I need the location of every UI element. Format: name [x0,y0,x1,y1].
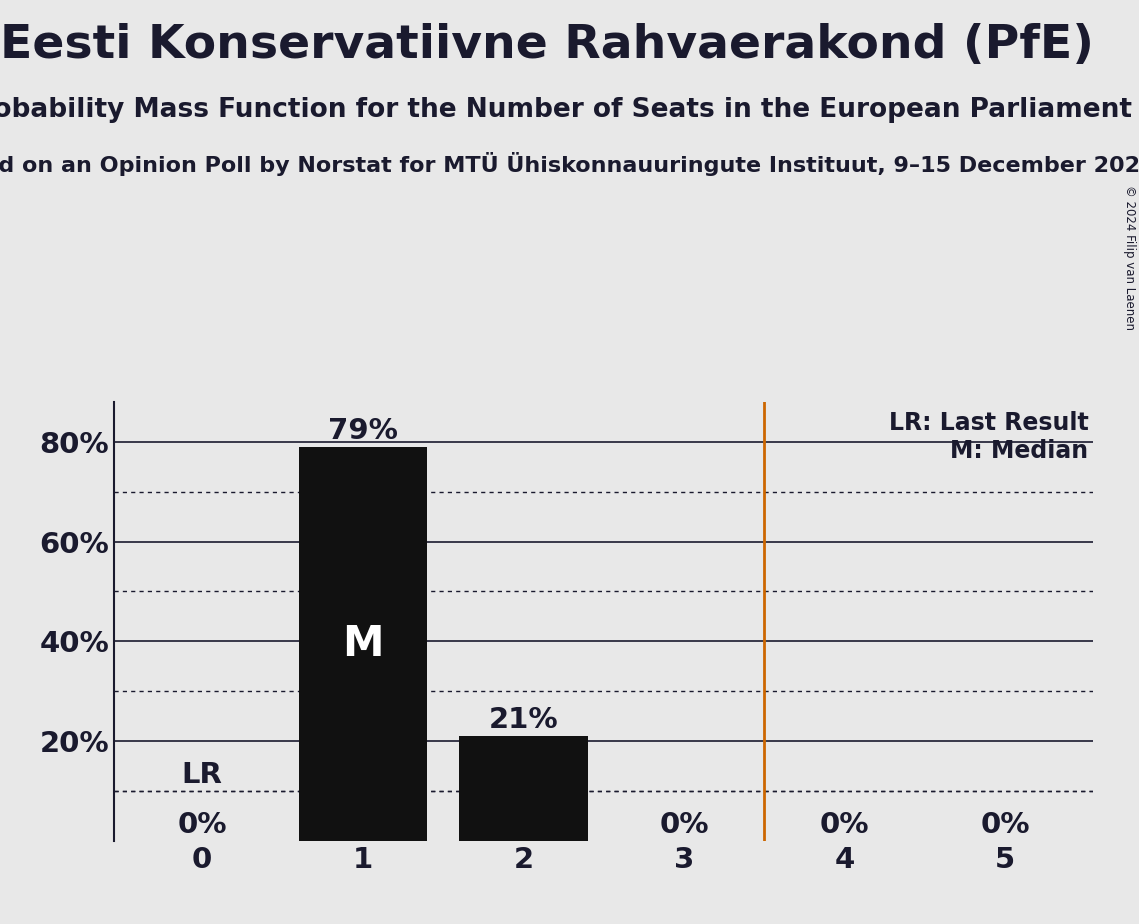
Text: LR: LR [182,761,222,789]
Text: M: M [342,623,384,665]
Text: 0%: 0% [659,811,708,839]
Text: Eesti Konservatiivne Rahvaerakond (PfE): Eesti Konservatiivne Rahvaerakond (PfE) [0,23,1093,68]
Text: 0%: 0% [178,811,227,839]
Text: LR: Last Result: LR: Last Result [888,411,1089,434]
Text: 21%: 21% [489,706,558,734]
Text: 0%: 0% [981,811,1030,839]
Bar [298,447,427,841]
Text: © 2024 Filip van Laenen: © 2024 Filip van Laenen [1123,185,1137,330]
Text: 0%: 0% [820,811,869,839]
Text: Probability Mass Function for the Number of Seats in the European Parliament: Probability Mass Function for the Number… [0,97,1132,123]
Text: Based on an Opinion Poll by Norstat for MTÜ Ühiskonnauuringute Instituut, 9–15 D: Based on an Opinion Poll by Norstat for … [0,152,1139,176]
Bar [459,736,588,841]
Text: M: Median: M: Median [950,439,1089,463]
Text: 79%: 79% [328,417,398,444]
